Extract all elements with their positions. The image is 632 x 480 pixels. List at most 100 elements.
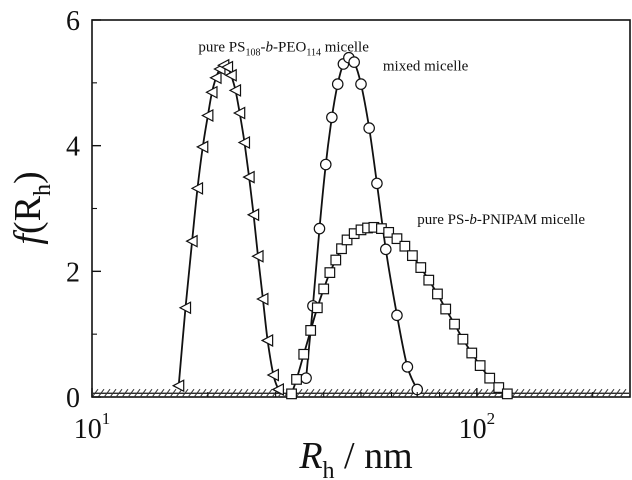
baseline-marker — [577, 388, 585, 398]
baseline-marker — [331, 388, 339, 398]
baseline-marker — [541, 388, 549, 398]
baseline-marker — [535, 388, 543, 398]
data-point-circle — [313, 222, 326, 235]
data-point-triangle — [201, 109, 214, 122]
baseline-marker — [391, 388, 399, 398]
x-axis-label: Rh / nm — [298, 435, 412, 480]
data-point-triangle — [232, 106, 246, 120]
baseline-marker — [91, 388, 99, 398]
baseline-marker — [349, 388, 357, 398]
data-point-triangle — [224, 68, 237, 82]
data-point-triangle — [237, 136, 251, 150]
data-point-triangle — [209, 71, 222, 85]
data-point-square — [383, 226, 395, 238]
baseline-marker — [403, 388, 411, 398]
baseline-marker — [325, 388, 333, 398]
y-tick-label: 4 — [66, 132, 80, 163]
data-point-circle — [355, 78, 367, 90]
baseline-marker — [601, 388, 609, 398]
y-axis-label: f(Rh) — [7, 171, 56, 244]
baseline-marker — [469, 388, 477, 398]
baseline-marker — [223, 388, 231, 398]
baseline-marker — [529, 388, 537, 398]
ticks-layer — [91, 19, 594, 398]
data-point-square — [324, 267, 336, 278]
baseline-marker — [451, 388, 459, 398]
data-point-square — [484, 372, 496, 384]
data-point-square — [457, 333, 469, 345]
baseline-marker — [379, 388, 387, 398]
baseline-marker — [187, 388, 195, 398]
baseline-marker — [517, 388, 525, 398]
baseline-marker — [313, 388, 321, 398]
data-point-triangle — [266, 368, 279, 382]
baseline-marker — [571, 388, 579, 398]
baseline-marker — [547, 388, 555, 398]
data-point-triangle — [178, 301, 192, 315]
baseline-marker — [121, 388, 129, 398]
baseline-marker — [145, 388, 153, 398]
baseline-marker — [337, 388, 345, 398]
data-point-square — [415, 262, 427, 273]
data-point-triangle — [171, 379, 185, 393]
baseline-marker — [487, 388, 495, 398]
annotation-label: pure PS108-b-PEO114 micelle — [198, 39, 369, 58]
baseline-marker — [211, 388, 219, 398]
x-tick-label: 102 — [459, 409, 496, 445]
baseline-marker — [367, 388, 375, 398]
baseline-marker — [607, 388, 615, 398]
data-point-square — [341, 234, 353, 246]
data-point-circle — [348, 56, 360, 68]
baseline-marker — [301, 388, 309, 398]
baseline-marker — [253, 388, 261, 398]
baseline-marker — [343, 388, 351, 398]
data-point-square — [474, 360, 486, 371]
data-point-circle — [401, 361, 414, 373]
baseline-marker — [481, 388, 489, 398]
series-line — [305, 56, 419, 390]
baseline-marker — [265, 388, 273, 398]
data-point-circle — [380, 243, 392, 256]
baseline-marker — [463, 388, 471, 398]
data-point-square — [493, 382, 505, 393]
baseline-marker — [115, 388, 123, 398]
data-point-square — [501, 388, 513, 400]
data-point-square — [440, 303, 452, 315]
data-point-triangle — [271, 382, 284, 396]
data-point-square — [305, 324, 317, 336]
baseline-marker — [559, 388, 567, 398]
baseline-marker — [427, 388, 435, 398]
baseline-marker — [421, 388, 429, 398]
data-point-triangle — [246, 208, 260, 222]
data-point-square — [449, 318, 460, 330]
baseline-marker — [259, 388, 267, 398]
data-point-triangle — [260, 333, 274, 347]
data-point-triangle — [195, 140, 209, 154]
baseline-marker — [247, 388, 255, 398]
baseline-marker — [199, 388, 207, 398]
series-triangle-left — [171, 58, 284, 396]
baseline-marker — [511, 388, 519, 398]
baseline-marker — [109, 388, 117, 398]
y-tick-label: 0 — [66, 383, 80, 414]
label-layer: 0 2 4 6 101 102 Rh / nm f(Rh) pure PS108-b-PEO11… — [7, 6, 585, 480]
series-layer — [171, 51, 513, 400]
data-point-triangle — [251, 249, 264, 263]
baseline-marker — [181, 388, 189, 398]
baseline-marker — [169, 388, 177, 398]
baseline-marker — [139, 388, 147, 398]
data-point-square — [399, 240, 411, 252]
data-point-square — [423, 274, 435, 286]
baseline-markers — [91, 388, 629, 398]
baseline-marker — [385, 388, 393, 398]
baseline-marker-band — [91, 388, 629, 398]
data-point-square — [330, 254, 342, 266]
baseline-marker — [553, 388, 561, 398]
data-point-square — [291, 374, 302, 385]
annotation-label: pure PS-b-PNIPAM micelle — [417, 212, 585, 228]
baseline-marker — [613, 388, 621, 398]
data-point-triangle — [242, 170, 255, 184]
baseline-marker — [355, 388, 363, 398]
baseline-marker — [523, 388, 531, 398]
